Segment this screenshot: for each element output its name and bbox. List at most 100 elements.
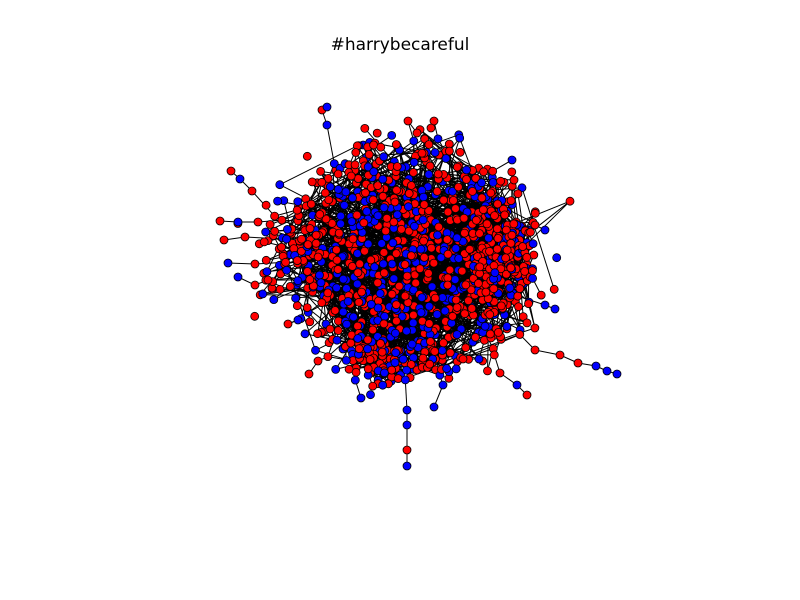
graph-node xyxy=(223,258,233,268)
graph-node xyxy=(261,255,271,265)
graph-node xyxy=(390,197,400,207)
graph-node xyxy=(363,162,373,172)
graph-node xyxy=(388,238,398,248)
graph-node xyxy=(360,123,370,133)
graph-node xyxy=(457,266,467,276)
graph-node xyxy=(292,256,302,266)
graph-node xyxy=(363,239,373,249)
graph-node xyxy=(332,255,342,265)
graph-node xyxy=(363,335,373,345)
graph-node xyxy=(325,182,335,192)
graph-node xyxy=(376,142,386,152)
graph-node xyxy=(378,191,388,201)
graph-edge xyxy=(279,145,358,186)
graph-edge xyxy=(326,124,335,164)
graph-node xyxy=(293,197,303,207)
graph-node xyxy=(370,262,380,272)
graph-node xyxy=(451,204,460,214)
graph-node xyxy=(293,315,303,325)
graph-node xyxy=(378,380,388,390)
graph-node xyxy=(461,280,471,290)
graph-node xyxy=(452,162,462,172)
graph-node xyxy=(555,350,565,360)
graph-node xyxy=(507,167,517,177)
graph-node xyxy=(402,445,412,455)
graph-node xyxy=(233,272,243,282)
graph-node xyxy=(442,235,452,245)
graph-node xyxy=(549,284,559,294)
graph-node xyxy=(426,123,436,133)
graph-node xyxy=(520,266,530,276)
graph-node xyxy=(387,130,397,140)
graph-node xyxy=(247,186,257,196)
graph-node xyxy=(293,276,303,286)
graph-node xyxy=(509,175,519,185)
graph-node xyxy=(334,228,344,238)
graph-node xyxy=(226,166,236,176)
graph-node xyxy=(522,318,532,328)
graph-node xyxy=(528,266,537,276)
graph-node xyxy=(297,234,307,244)
graph-node xyxy=(501,253,511,263)
graph-node xyxy=(460,228,469,238)
graph-node xyxy=(495,368,505,378)
graph-node xyxy=(373,211,383,221)
graph-node xyxy=(518,242,527,252)
graph-node xyxy=(438,380,448,390)
graph-node xyxy=(392,185,402,195)
graph-node xyxy=(419,200,429,210)
graph-node xyxy=(392,210,402,220)
graph-node xyxy=(512,380,522,390)
graph-node xyxy=(368,381,378,391)
graph-node xyxy=(481,287,491,297)
graph-node xyxy=(305,275,315,284)
graph-node xyxy=(461,174,471,184)
graph-node xyxy=(391,300,401,310)
graph-node xyxy=(419,192,428,202)
graph-node xyxy=(437,346,447,355)
graph-node xyxy=(393,374,403,384)
graph-node xyxy=(368,325,378,335)
graph-edge xyxy=(442,298,489,356)
graph-node xyxy=(366,390,375,400)
graph-node xyxy=(424,140,434,149)
graph-node xyxy=(507,155,517,165)
graph-node xyxy=(273,196,283,206)
graph-node xyxy=(419,236,429,246)
graph-node xyxy=(302,267,312,276)
graph-node xyxy=(342,284,351,293)
graph-node xyxy=(347,217,357,227)
graph-node xyxy=(281,257,291,267)
graph-node xyxy=(372,128,382,138)
graph-node xyxy=(514,302,523,312)
graph-node xyxy=(515,284,525,294)
graph-node xyxy=(440,306,450,316)
graph-node xyxy=(387,365,397,375)
graph-node xyxy=(471,215,481,225)
graph-node xyxy=(333,169,343,179)
graph-node xyxy=(424,206,434,216)
graph-node xyxy=(406,181,416,190)
graph-edge xyxy=(304,333,351,344)
graph-node xyxy=(490,268,500,278)
graph-node xyxy=(500,210,510,220)
graph-node xyxy=(282,265,292,275)
graph-node xyxy=(492,224,502,234)
graph-node xyxy=(270,211,280,221)
graph-node xyxy=(323,352,333,362)
graph-edge xyxy=(521,187,555,290)
graph-node xyxy=(285,281,295,291)
graph-node xyxy=(432,309,442,319)
graph-node xyxy=(350,375,360,385)
graph-node xyxy=(336,219,346,229)
graph-node xyxy=(359,218,369,228)
graph-node xyxy=(445,348,455,358)
graph-node xyxy=(390,328,400,338)
graph-node xyxy=(291,293,301,303)
graph-node xyxy=(365,355,375,364)
graph-node xyxy=(443,280,453,290)
graph-node xyxy=(296,246,306,256)
graph-node xyxy=(351,148,361,157)
graph-node xyxy=(316,166,326,176)
graph-node xyxy=(261,227,271,237)
